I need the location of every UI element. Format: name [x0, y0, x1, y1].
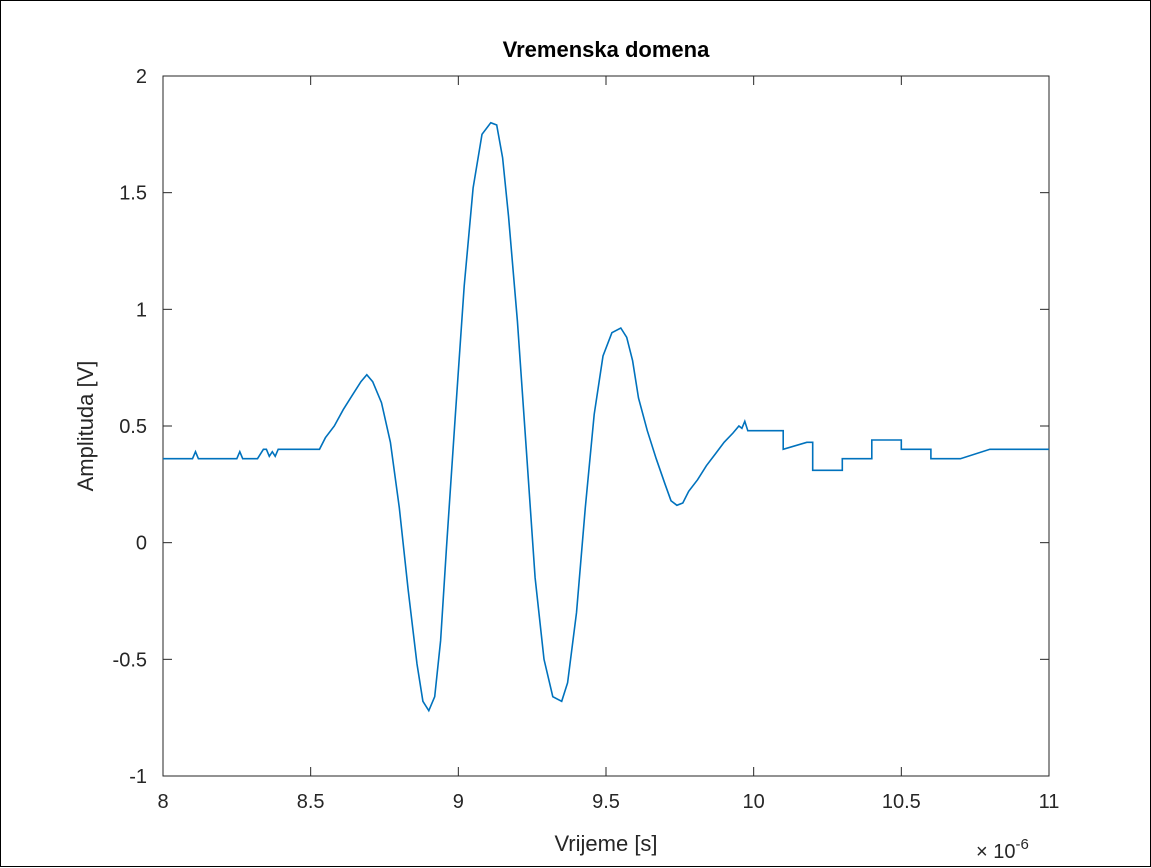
y-tick-label: 2	[136, 66, 147, 88]
chart-title: Vremenska domena	[503, 37, 710, 62]
y-tick-labels: -1 -0.5 0 0.5 1 1.5 2	[113, 66, 147, 788]
x-tick-label: 9	[453, 791, 464, 813]
y-tick-label: 1	[136, 299, 147, 321]
x-tick-label: 11	[1039, 791, 1060, 813]
y-tick-label: -1	[129, 766, 147, 788]
x-tick-label: 10	[743, 791, 765, 813]
y-tick-label: 0.5	[119, 416, 147, 438]
x-exponent-base: × 10	[976, 841, 1015, 863]
tick-marks	[162, 75, 1050, 777]
x-tick-label: 8.5	[297, 791, 325, 813]
y-tick-label: 0	[136, 533, 147, 555]
x-tick-label: 9.5	[592, 791, 620, 813]
x-tick-label: 10.5	[882, 791, 921, 813]
y-axis-label: Amplituda [V]	[73, 361, 98, 492]
x-axis-exponent: × 10-6	[976, 836, 1029, 863]
y-tick-label: -0.5	[113, 649, 147, 671]
y-tick-label: 1.5	[119, 183, 147, 205]
x-exponent-power: -6	[1015, 836, 1028, 853]
x-tick-labels: 8 8.5 9 9.5 10 10.5 11	[157, 791, 1059, 813]
series-line	[163, 121, 1049, 713]
x-tick-label: 8	[157, 791, 168, 813]
x-axis-label: Vrijeme [s]	[554, 831, 657, 856]
plot-area	[162, 75, 1050, 777]
